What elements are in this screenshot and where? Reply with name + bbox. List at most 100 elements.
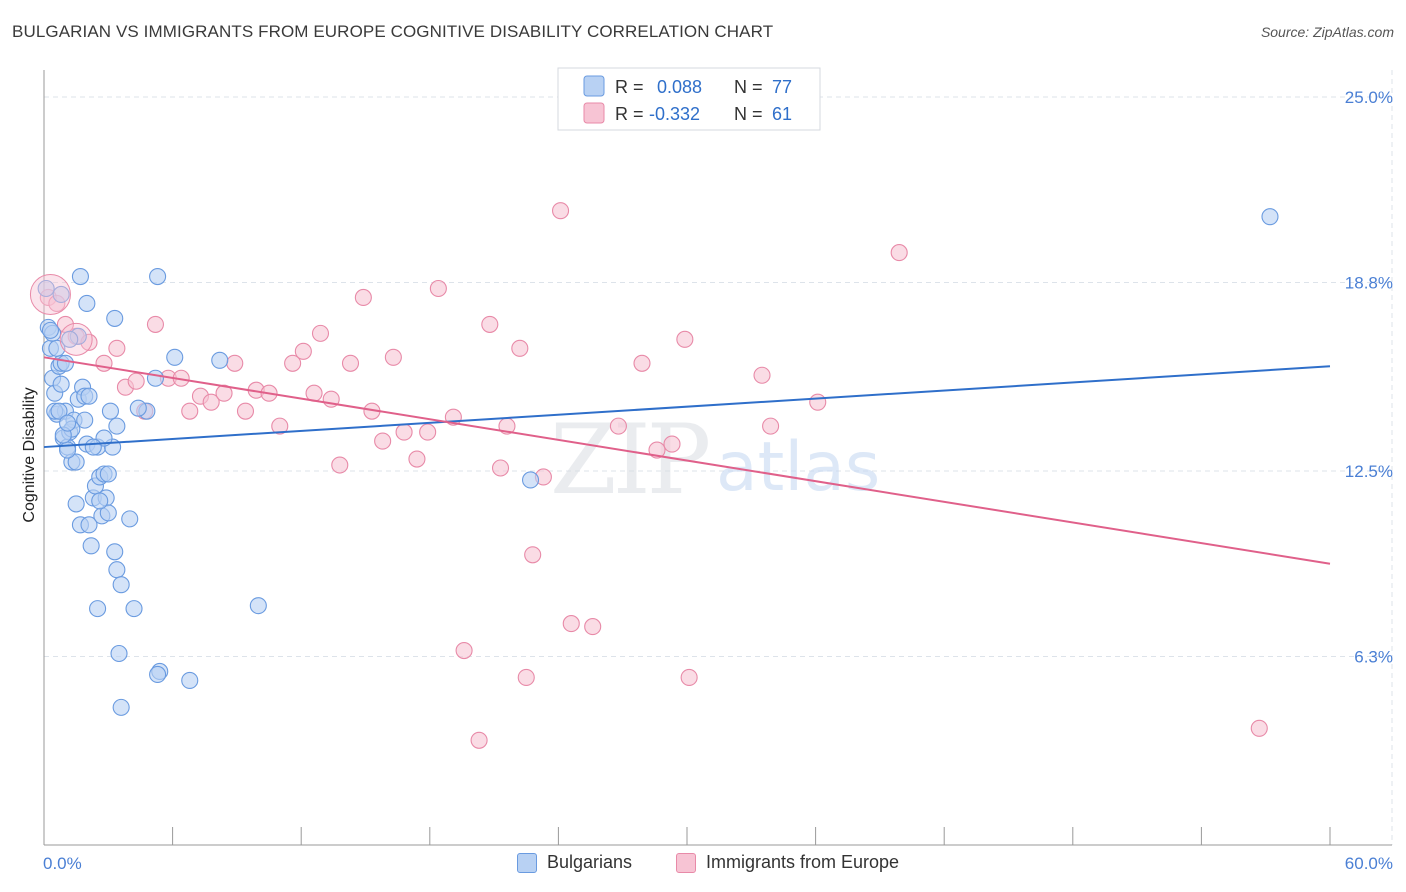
legend-n-value-2: 61 — [772, 104, 792, 124]
immigrant-point-18 — [236, 402, 255, 420]
bulgarian-point-21 — [82, 537, 100, 555]
y-tick-label-0: 6.3% — [1354, 648, 1393, 667]
bulgarians-swatch — [517, 852, 537, 873]
axes — [43, 70, 1392, 846]
bulgarian-point-30 — [101, 402, 119, 420]
bulgarian-point-48 — [106, 309, 124, 327]
y-axis-title: Cognitive Disability — [21, 387, 38, 522]
bulgarian-point-57 — [112, 576, 130, 594]
immigrants-label: Immigrants from Europe — [706, 852, 900, 872]
immigrant-point-59 — [809, 393, 827, 411]
immigrant-point-54 — [676, 330, 694, 348]
legend-n-value-1: 77 — [772, 77, 792, 97]
bulgarian-point-39 — [146, 369, 165, 387]
bottom-legend: Bulgarians Immigrants from Europe — [0, 852, 1406, 878]
immigrant-point-cluster-1 — [59, 322, 93, 356]
bulgarian-point-63 — [91, 492, 109, 510]
immigrant-point-32 — [384, 348, 402, 366]
immigrant-point-27 — [331, 456, 349, 474]
immigrant-point-15 — [202, 393, 220, 411]
x-tick-labels: 0.0% 60.0% — [43, 854, 1393, 873]
legend-n-label-2: N = — [734, 104, 763, 124]
immigrant-point-49 — [584, 618, 602, 636]
legend-r-label-2: R = — [615, 104, 644, 124]
immigrant-point-34 — [408, 450, 426, 468]
bulgarian-point-44 — [249, 597, 267, 615]
immigrant-point-50 — [609, 417, 627, 435]
immigrant-point-33 — [395, 423, 413, 441]
immigrant-point-5 — [95, 354, 113, 372]
immigrant-point-45 — [524, 546, 542, 564]
immigrant-point-17 — [226, 354, 244, 372]
immigrant-point-28 — [341, 354, 360, 372]
immigrant-point-36 — [429, 279, 447, 298]
legend-swatch-blue — [583, 75, 605, 97]
bulgarian-point-72 — [41, 321, 59, 339]
immigrant-point-47 — [551, 202, 570, 220]
bulgarian-point-75 — [521, 471, 540, 489]
bulgarian-point-46 — [71, 267, 89, 286]
legend-r-value-1: 0.088 — [657, 77, 702, 97]
immigrant-point-40 — [481, 315, 499, 333]
immigrant-point-51 — [633, 354, 651, 372]
bulgarian-point-56 — [108, 561, 126, 579]
y-tick-label-1: 12.5% — [1345, 462, 1393, 481]
immigrant-point-48 — [562, 615, 580, 633]
watermark: ZIP atlas — [550, 404, 880, 516]
bulgarian-point-71 — [61, 330, 79, 348]
x-tick-label-max: 60.0% — [1345, 854, 1393, 873]
immigrant-point-21 — [271, 417, 289, 435]
bulgarian-point-73 — [52, 285, 70, 304]
immigrant-point-8 — [127, 372, 145, 390]
bottom-legend-item-immigrants: Immigrants from Europe — [676, 852, 899, 873]
bulgarian-point-66 — [89, 600, 107, 618]
immigrant-point-39 — [470, 731, 488, 749]
immigrant-point-6 — [108, 339, 126, 357]
immigrant-point-10 — [146, 315, 165, 333]
immigrant-point-38 — [455, 641, 473, 660]
bulgarian-point-43 — [211, 351, 229, 369]
immigrant-point-22 — [284, 354, 302, 372]
bulgarian-point-36 — [121, 510, 139, 528]
immigrant-point-13 — [181, 402, 199, 420]
legend: R = 0.088 N = 77 R = -0.332 N = 61 — [557, 67, 821, 131]
immigrant-point-61 — [1250, 719, 1268, 737]
trend-lines — [43, 356, 1331, 565]
bulgarian-point-65 — [149, 665, 167, 684]
bulgarian-point-41 — [166, 348, 184, 366]
immigrant-point-55 — [680, 668, 698, 686]
bulgarian-point-14 — [67, 495, 85, 513]
immigrant-point-53 — [663, 435, 681, 453]
bulgarian-point-18 — [76, 411, 94, 429]
bulgarian-point-54 — [67, 453, 85, 471]
legend-n-label-1: N = — [734, 77, 763, 97]
legend-r-label-1: R = — [615, 77, 644, 97]
chart-title: BULGARIAN VS IMMIGRANTS FROM EUROPE COGN… — [12, 22, 774, 41]
series-bulgarians — [37, 208, 1279, 716]
bulgarian-point-33 — [108, 417, 126, 435]
bulgarian-point-0 — [37, 279, 55, 298]
immigrant-point-44 — [517, 668, 535, 686]
bulgarian-point-58 — [129, 399, 147, 417]
immigrant-point-29 — [354, 288, 372, 307]
watermark-atlas: atlas — [716, 428, 880, 507]
bulgarian-point-32 — [106, 543, 124, 561]
y-tick-labels: 6.3% 12.5% 18.8% 25.0% — [1345, 88, 1393, 667]
bulgarian-point-64 — [99, 465, 117, 483]
source-label: Source: ZipAtlas.com — [1260, 24, 1394, 40]
immigrant-point-cluster-0 — [29, 273, 71, 315]
bulgarian-point-34 — [110, 644, 128, 663]
bulgarian-point-61 — [50, 402, 68, 420]
immigrant-point-41 — [491, 459, 510, 477]
bottom-legend-item-bulgarians: Bulgarians — [517, 852, 632, 873]
immigrant-point-58 — [762, 417, 780, 435]
immigrant-point-31 — [374, 432, 392, 450]
bulgarian-point-20 — [80, 516, 98, 534]
immigrants-swatch — [676, 852, 696, 873]
trend-line-immigrants — [43, 356, 1331, 565]
bulgarian-point-74 — [59, 414, 77, 432]
bulgarians-label: Bulgarians — [547, 852, 633, 872]
legend-r-value-2: -0.332 — [649, 104, 700, 124]
bulgarian-point-45 — [56, 354, 74, 372]
